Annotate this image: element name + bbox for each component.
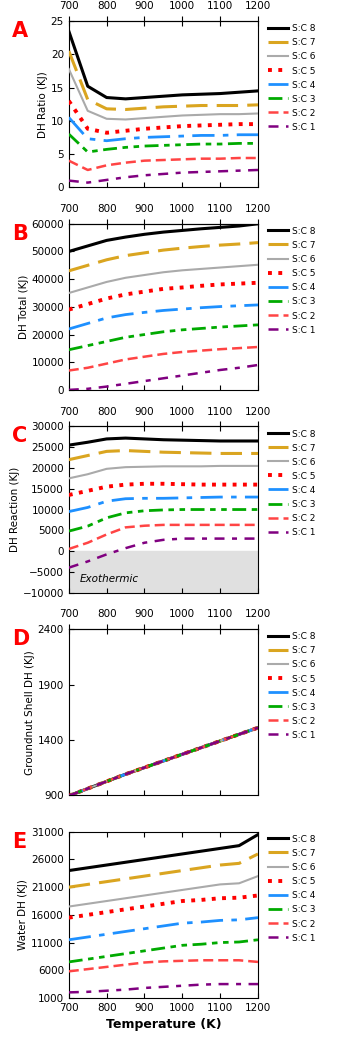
Y-axis label: DH Reaction (KJ): DH Reaction (KJ): [10, 467, 20, 552]
Text: B: B: [12, 224, 28, 244]
Y-axis label: DH Ratio (KJ): DH Ratio (KJ): [38, 71, 48, 137]
Legend: S:C 8, S:C 7, S:C 6, S:C 5, S:C 4, S:C 3, S:C 2, S:C 1: S:C 8, S:C 7, S:C 6, S:C 5, S:C 4, S:C 3…: [266, 630, 318, 741]
Y-axis label: Groundnut Shell DH (KJ): Groundnut Shell DH (KJ): [25, 649, 35, 774]
Bar: [69, 551, 258, 592]
Text: E: E: [12, 832, 26, 852]
Text: A: A: [12, 21, 28, 41]
Legend: S:C 8, S:C 7, S:C 6, S:C 5, S:C 4, S:C 3, S:C 2, S:C 1: S:C 8, S:C 7, S:C 6, S:C 5, S:C 4, S:C 3…: [266, 22, 318, 134]
Text: D: D: [12, 629, 29, 649]
Text: C: C: [12, 427, 27, 447]
Legend: S:C 8, S:C 7, S:C 6, S:C 5, S:C 4, S:C 3, S:C 2, S:C 1: S:C 8, S:C 7, S:C 6, S:C 5, S:C 4, S:C 3…: [266, 225, 318, 337]
Legend: S:C 8, S:C 7, S:C 6, S:C 5, S:C 4, S:C 3, S:C 2, S:C 1: S:C 8, S:C 7, S:C 6, S:C 5, S:C 4, S:C 3…: [266, 428, 318, 539]
Y-axis label: DH Total (KJ): DH Total (KJ): [19, 275, 29, 339]
Y-axis label: Water DH (KJ): Water DH (KJ): [19, 880, 29, 950]
X-axis label: Temperature (K): Temperature (K): [106, 1018, 221, 1032]
Text: Exothermic: Exothermic: [80, 574, 139, 584]
Legend: S:C 8, S:C 7, S:C 6, S:C 5, S:C 4, S:C 3, S:C 2, S:C 1: S:C 8, S:C 7, S:C 6, S:C 5, S:C 4, S:C 3…: [266, 833, 318, 944]
